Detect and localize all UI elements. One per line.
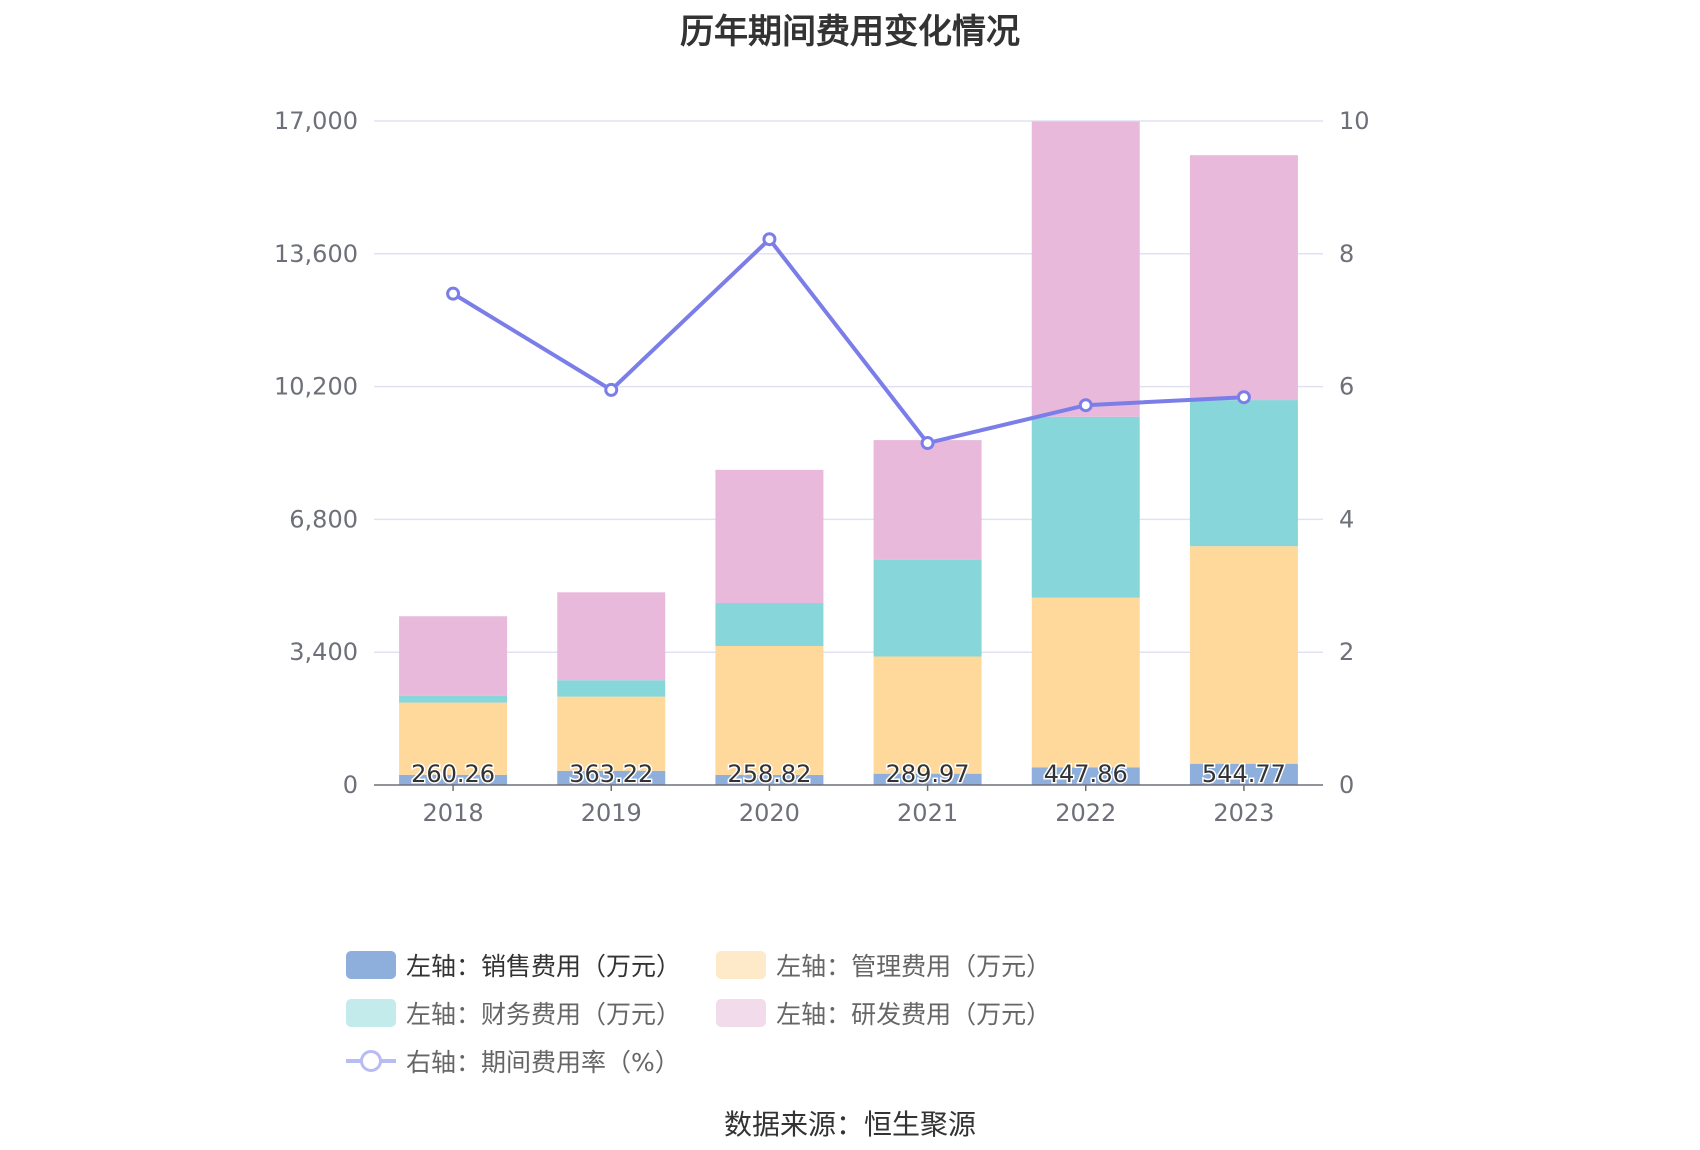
- bar-sales-2022: [1031, 767, 1140, 785]
- bar-admin-2022: [1031, 597, 1140, 768]
- y-left-tick-label: 13,600: [274, 240, 358, 268]
- bar-finance-2018: [399, 695, 508, 703]
- bar-admin-2023: [1189, 546, 1298, 764]
- y-right-tick-label: 6: [1339, 373, 1354, 401]
- x-tick-label: 2021: [897, 799, 958, 827]
- gridlines: [374, 120, 1323, 653]
- bar-sales-2019: [557, 770, 666, 785]
- y-right-tick-label: 2: [1339, 638, 1354, 666]
- chart-area: 2018 2019 2020 2021 2022 2023 0 3,400 6,800 10,2…: [274, 107, 1370, 827]
- x-axis-ticks: 2018 2019 2020 2021 2022 2023: [423, 785, 1274, 827]
- bar-rnd-2021: [873, 440, 982, 560]
- legend-label-sales: 左轴：销售费用（万元）: [406, 952, 682, 981]
- x-tick-label: 2020: [739, 799, 800, 827]
- bar-finance-2019: [557, 680, 666, 697]
- y-left-tick-label: 17,000: [274, 107, 358, 135]
- expense-rate-point-2019: [604, 382, 619, 397]
- legend-swatch-finance: [346, 999, 396, 1027]
- chart-title: 历年期间费用变化情况: [680, 12, 1020, 52]
- legend-label-finance: 左轴：财务费用（万元）: [406, 1000, 682, 1029]
- bar-sales-2023: [1189, 763, 1298, 785]
- y-right-tick-label: 0: [1339, 771, 1354, 799]
- line-series: [446, 232, 1251, 451]
- x-tick-label: 2022: [1055, 799, 1116, 827]
- y-left-tick-label: 3,400: [289, 638, 358, 666]
- bar-series: [399, 121, 1298, 785]
- y-right-tick-label: 10: [1339, 107, 1370, 135]
- sales-data-label: 447.86: [1044, 760, 1128, 788]
- bar-rnd-2022: [1031, 121, 1140, 417]
- right-y-axis: 0 2 4 6 8 10: [1339, 107, 1370, 799]
- y-right-tick-label: 4: [1339, 505, 1354, 533]
- legend: 左轴：销售费用（万元） 左轴：管理费用（万元） 左轴：财务费用（万元） 左轴：研…: [340, 948, 1400, 1092]
- legend-swatch-sales: [346, 951, 396, 979]
- y-right-tick-label: 8: [1339, 240, 1354, 268]
- bar-finance-2020: [715, 603, 824, 646]
- bar-sales-2021: [873, 773, 982, 785]
- legend-item-expense-rate[interactable]: 右轴：期间费用率（%）: [346, 1044, 680, 1078]
- x-tick-label: 2019: [581, 799, 642, 827]
- legend-label-admin: 左轴：管理费用（万元）: [776, 952, 1052, 981]
- bar-rnd-2020: [715, 469, 824, 604]
- legend-swatch-rnd: [716, 999, 767, 1027]
- sales-data-label: 258.82: [727, 760, 811, 788]
- bar-finance-2022: [1031, 416, 1140, 598]
- bar-admin-2018: [399, 702, 508, 775]
- sales-data-label: 289.97: [886, 760, 970, 788]
- legend-label-expense-rate: 右轴：期间费用率（%）: [406, 1048, 680, 1077]
- data-labels: 260.26 363.22 258.82 289.97 447.86 544.77: [410, 759, 1288, 790]
- expense-rate-line: [452, 236, 1245, 446]
- bar-finance-2023: [1189, 400, 1298, 547]
- bar-sales-2020: [715, 774, 824, 785]
- legend-swatch-admin: [716, 951, 767, 979]
- sales-data-label: 363.22: [569, 760, 653, 788]
- bar-admin-2021: [873, 656, 982, 774]
- legend-item-admin[interactable]: 左轴：管理费用（万元）: [716, 948, 1051, 982]
- expense-rate-point-2020: [762, 232, 777, 247]
- x-tick-label: 2023: [1213, 799, 1274, 827]
- sales-data-label: 544.77: [1202, 760, 1286, 788]
- y-left-tick-label: 0: [343, 771, 358, 799]
- legend-line-icon: [346, 1047, 396, 1075]
- x-tick-label: 2018: [423, 799, 484, 827]
- left-y-axis: 0 3,400 6,800 10,200 13,600 17,000: [274, 107, 358, 799]
- expense-rate-point-2022: [1078, 398, 1093, 413]
- bar-rnd-2018: [399, 616, 508, 696]
- legend-item-sales[interactable]: 左轴：销售费用（万元）: [346, 948, 681, 982]
- y-left-tick-label: 10,200: [274, 373, 358, 401]
- source-note: 数据来源：恒生聚源: [723, 1108, 976, 1141]
- bar-rnd-2019: [557, 592, 666, 681]
- legend-item-rnd[interactable]: 左轴：研发费用（万元）: [716, 996, 1051, 1030]
- expense-rate-point-2023: [1236, 390, 1251, 405]
- bar-admin-2020: [715, 645, 824, 775]
- y-left-tick-label: 6,800: [289, 505, 358, 533]
- expense-rate-point-2018: [446, 286, 461, 301]
- expense-rate-point-2021: [920, 436, 935, 451]
- bar-sales-2018: [399, 774, 508, 785]
- sales-data-label: 260.26: [411, 760, 495, 788]
- legend-label-rnd: 左轴：研发费用（万元）: [776, 1000, 1052, 1029]
- bar-finance-2021: [873, 559, 982, 657]
- bar-admin-2019: [557, 696, 666, 771]
- legend-item-finance[interactable]: 左轴：财务费用（万元）: [346, 996, 681, 1030]
- bar-rnd-2023: [1189, 155, 1298, 401]
